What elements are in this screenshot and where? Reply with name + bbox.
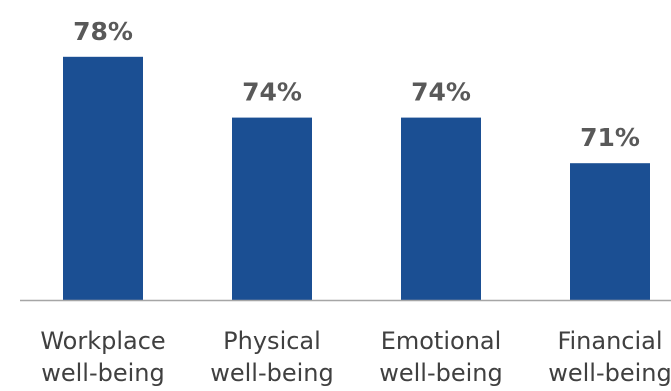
category-label-4-line-2: well-being [548,359,671,387]
category-label-1-line-1: Workplace [40,327,165,355]
bar-1 [63,56,143,300]
category-label-2-line-1: Physical [223,327,321,355]
category-label-3-line-2: well-being [379,359,503,387]
data-label-3: 74% [411,78,471,107]
category-label-3-line-1: Emotional [381,327,502,355]
data-labels: 78% 74% 74% 71% [73,17,640,152]
category-label-2-line-2: well-being [210,359,334,387]
bars [63,56,650,300]
category-labels: Workplace well-being Physical well-being Emo… [40,327,671,387]
data-label-2: 74% [242,78,302,107]
bar-4 [570,163,650,300]
category-label-1-line-2: well-being [41,359,165,387]
category-label-4-line-1: Financial [557,327,662,355]
bar-2 [232,117,312,300]
data-label-4: 71% [580,123,640,152]
bar-3 [401,117,481,300]
data-label-1: 78% [73,17,133,46]
